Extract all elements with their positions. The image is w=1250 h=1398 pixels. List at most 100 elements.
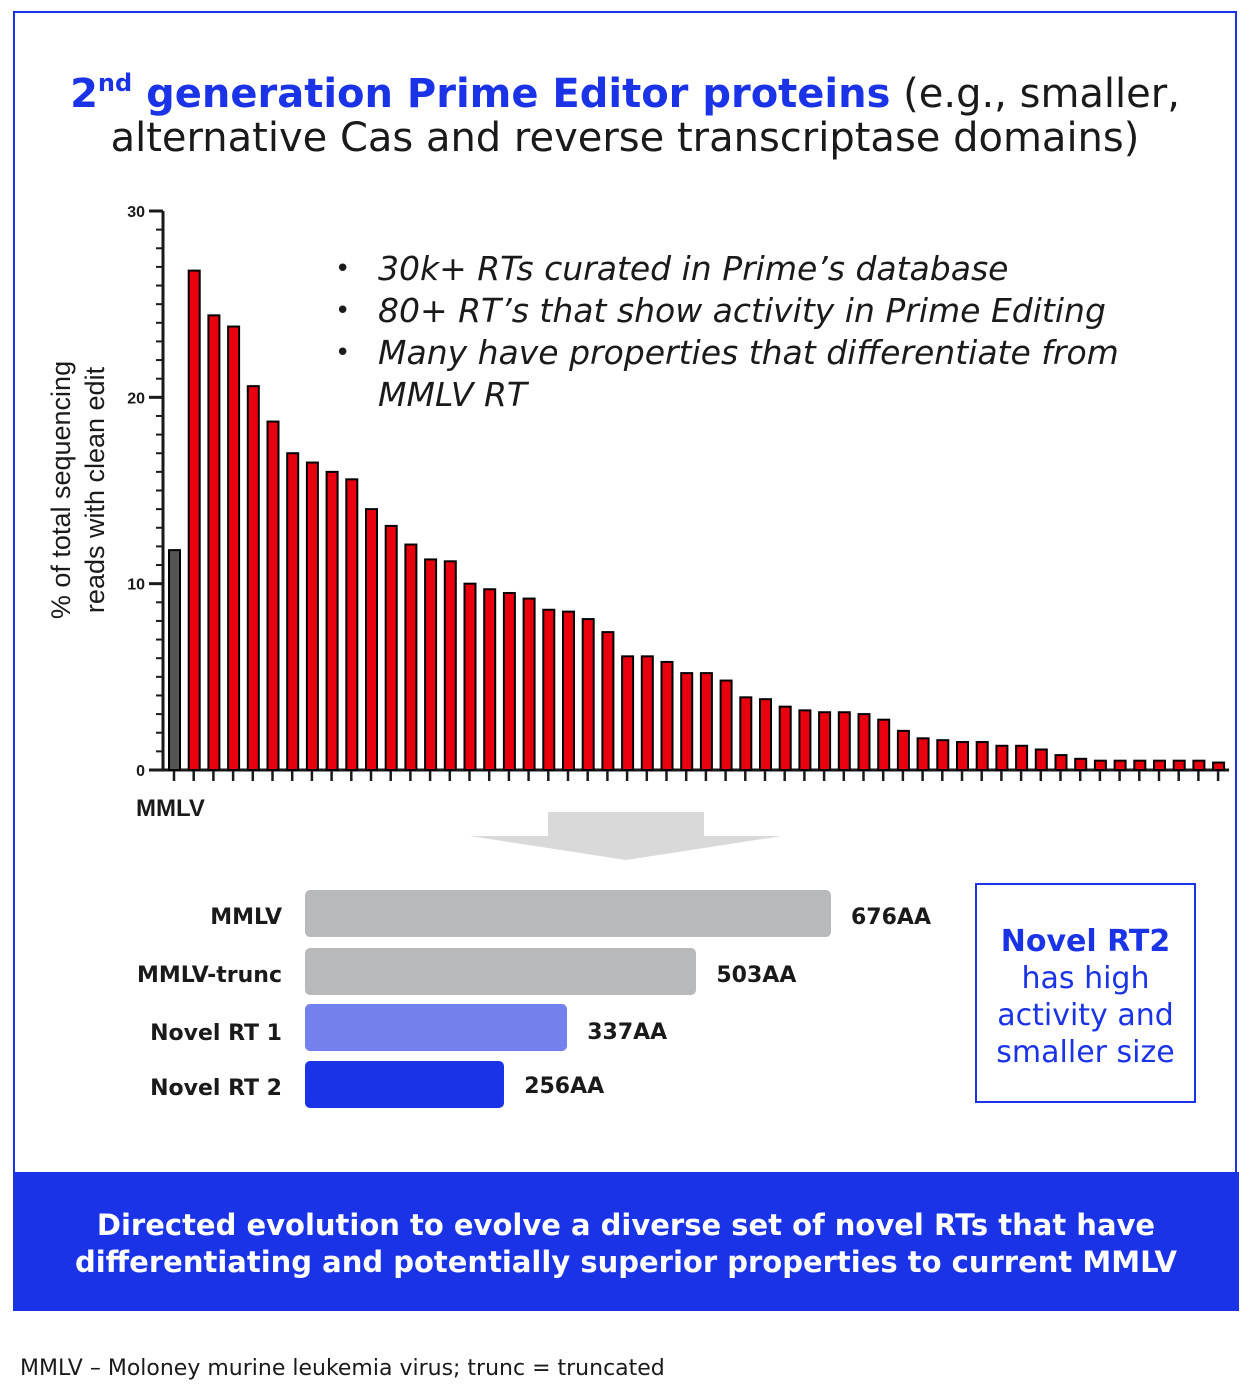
title-line2: alternative Cas and reverse transcriptas… — [110, 115, 1140, 161]
bar-rt — [640, 655, 654, 771]
y-axis-label-line1: % of total sequencing — [46, 361, 76, 619]
y-tick-label: 10 — [127, 577, 145, 594]
bar-rt — [1113, 759, 1127, 772]
bars — [168, 269, 1226, 772]
bar-rt — [305, 461, 319, 771]
bar-rt — [936, 739, 950, 771]
bar-rt — [443, 560, 457, 771]
bar-rt — [266, 420, 280, 771]
size-bar-novel-rt1 — [305, 1004, 568, 1051]
bar-rt — [227, 325, 241, 771]
y-tick-label: 30 — [127, 204, 145, 221]
bar-rt — [365, 508, 378, 771]
size-label-mmlv-trunc: MMLV-trunc — [136, 963, 282, 988]
bar-rt — [995, 744, 1009, 772]
bar-rt — [798, 709, 812, 772]
y-axis-label-line2: reads with clean edit — [80, 366, 110, 613]
title-highlight: 2nd generation Prime Editor proteins — [70, 71, 890, 117]
down-arrow-icon — [470, 812, 782, 860]
y-tick-label: 20 — [127, 390, 145, 407]
bar-rt — [759, 698, 772, 771]
bar-rt — [1034, 748, 1048, 772]
bar-rt — [916, 737, 930, 771]
bar-rt — [424, 558, 438, 771]
bar-rt — [463, 582, 477, 771]
bar-chart: % of total sequencing reads with clean e… — [46, 204, 1230, 822]
bullet-item: • 80+ RT’s that show activity in Prime Ed… — [335, 290, 1215, 332]
callout-text: has high activity and smaller size — [996, 961, 1175, 1070]
y-axis-label: % of total sequencing reads with clean e… — [46, 361, 110, 619]
title-highlight-text: generation Prime Editor proteins — [146, 71, 891, 117]
size-label-mmlv: MMLV — [210, 905, 282, 930]
bar-rt — [739, 696, 753, 771]
bar-rt — [1074, 757, 1088, 772]
bar-rt — [680, 672, 694, 771]
size-value-mmlv-trunc: 503AA — [716, 963, 797, 988]
bullet-text: 80+ RT’s that show activity in Prime Edi… — [378, 291, 1106, 330]
title-number: 2 — [70, 71, 98, 117]
bar-rt — [601, 631, 615, 772]
bar-rt — [1093, 759, 1107, 772]
size-value-mmlv: 676AA — [851, 905, 931, 930]
bullet-dot: • — [335, 296, 351, 326]
bar-rt — [837, 711, 851, 772]
x-axis-mmlv-label: MMLV — [136, 795, 205, 822]
size-value-novel-rt2: 256AA — [524, 1074, 605, 1099]
bar-rt — [1015, 744, 1029, 772]
bar-rt — [621, 655, 635, 771]
bar-rt — [325, 470, 339, 771]
bar-rt — [542, 608, 556, 771]
size-bar-mmlv — [305, 890, 831, 937]
slide-title: 2nd generation Prime Editor proteins (e.… — [20, 71, 1230, 161]
bullet-dot: • — [335, 338, 351, 368]
bar-rt — [384, 524, 398, 771]
bar-rt — [187, 269, 201, 771]
bar-rt — [778, 705, 792, 771]
bar-rt — [502, 591, 516, 771]
bar-rt — [1172, 759, 1186, 772]
bar-rt — [1153, 759, 1166, 772]
size-label-novel-rt2: Novel RT 2 — [150, 1076, 282, 1101]
bar-rt — [1212, 761, 1226, 772]
bar-rt — [719, 679, 733, 771]
bar-rt — [896, 729, 910, 771]
bar-rt — [1054, 754, 1068, 771]
bar-rt — [246, 385, 260, 772]
size-value-novel-rt1: 337AA — [587, 1020, 668, 1045]
bar-mmlv — [168, 549, 181, 772]
callout-strong: Novel RT2 — [1000, 924, 1171, 959]
bar-rt — [699, 672, 713, 771]
bar-rt — [286, 452, 300, 771]
bar-rt — [1133, 759, 1147, 772]
summary-banner: Directed evolution to evolve a diverse s… — [13, 1172, 1239, 1311]
bar-rt — [660, 660, 674, 771]
bar-rt — [581, 618, 595, 771]
bar-rt — [562, 610, 575, 771]
title-rest-line1: (e.g., smaller, — [890, 71, 1180, 117]
bar-rt — [877, 718, 891, 772]
bar-rt — [1192, 759, 1206, 772]
bullet-text: Many have properties that differentiate … — [378, 333, 1119, 414]
axes: 0 10 20 30 — [127, 204, 1230, 781]
size-label-novel-rt1: Novel RT 1 — [150, 1021, 282, 1046]
bullet-list: • 30k+ RTs curated in Prime’s database • 8… — [335, 248, 1215, 416]
bar-rt — [857, 713, 871, 771]
bar-rt — [404, 543, 418, 771]
banner-text: Directed evolution to evolve a diverse s… — [74, 1208, 1177, 1279]
callout-box: Novel RT2 has high activity and smaller … — [975, 883, 1196, 1103]
bar-rt — [818, 711, 832, 772]
size-bar-novel-rt2 — [305, 1061, 505, 1108]
bar-rt — [483, 588, 497, 771]
bar-rt — [956, 741, 969, 771]
size-bar-mmlv-trunc — [305, 948, 697, 995]
bullet-item: • Many have properties that differentiate… — [335, 332, 1215, 416]
bar-rt — [345, 478, 359, 771]
bullet-item: • 30k+ RTs curated in Prime’s database — [335, 248, 1215, 290]
bullet-dot: • — [335, 254, 351, 284]
footnote: MMLV – Moloney murine leukemia virus; tr… — [20, 1356, 665, 1381]
y-tick-label: 0 — [136, 763, 145, 780]
bar-rt — [522, 597, 536, 771]
bullet-text: 30k+ RTs curated in Prime’s database — [378, 249, 1009, 288]
title-superscript: nd — [97, 69, 133, 97]
bar-rt — [207, 314, 221, 771]
